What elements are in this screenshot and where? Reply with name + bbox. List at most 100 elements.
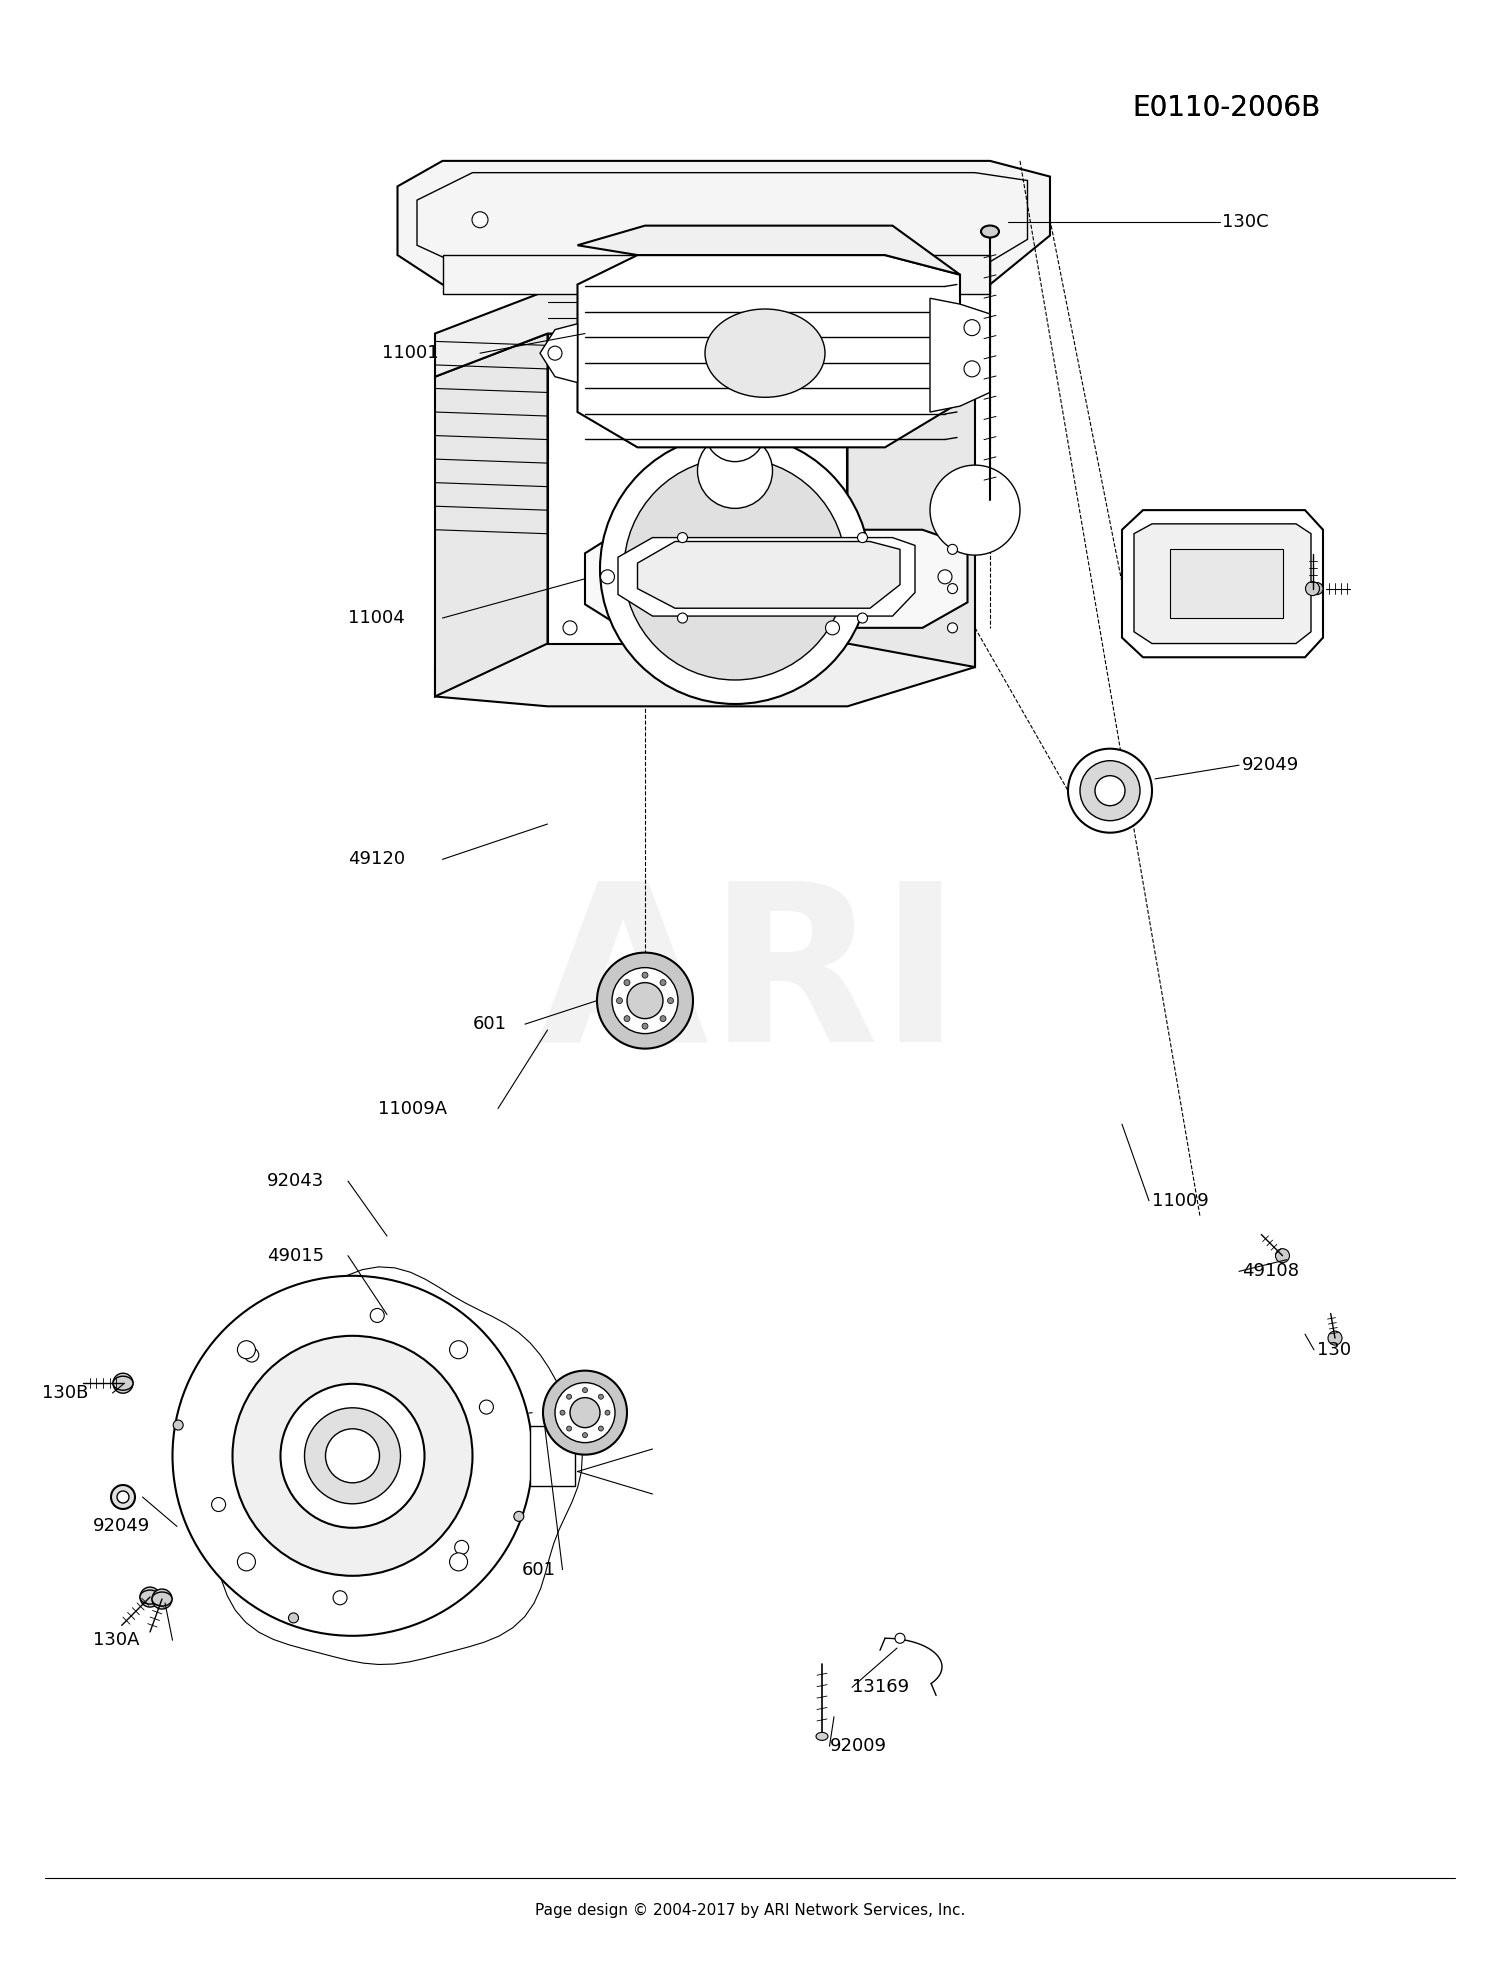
Circle shape xyxy=(304,1409,400,1503)
Circle shape xyxy=(570,1397,600,1428)
Circle shape xyxy=(598,1426,603,1430)
Polygon shape xyxy=(1134,524,1311,644)
Circle shape xyxy=(660,979,666,985)
Circle shape xyxy=(450,1340,468,1360)
Circle shape xyxy=(1328,1330,1342,1346)
Circle shape xyxy=(172,1420,183,1430)
Polygon shape xyxy=(930,298,990,412)
Circle shape xyxy=(480,1401,494,1415)
Circle shape xyxy=(582,1432,588,1438)
Text: 601: 601 xyxy=(522,1560,556,1579)
Circle shape xyxy=(825,620,840,636)
Circle shape xyxy=(152,1589,172,1609)
Circle shape xyxy=(948,583,957,594)
Text: 11001: 11001 xyxy=(382,343,439,363)
Polygon shape xyxy=(578,226,960,275)
Text: 130C: 130C xyxy=(1222,212,1269,232)
Ellipse shape xyxy=(981,226,999,237)
Circle shape xyxy=(280,1383,424,1528)
Circle shape xyxy=(514,1511,523,1521)
Circle shape xyxy=(627,983,663,1018)
Circle shape xyxy=(567,1395,572,1399)
Text: 130: 130 xyxy=(1317,1340,1352,1360)
Circle shape xyxy=(237,1552,255,1572)
Circle shape xyxy=(858,612,867,624)
Circle shape xyxy=(117,1491,129,1503)
Polygon shape xyxy=(530,1426,574,1485)
Circle shape xyxy=(705,402,765,461)
Circle shape xyxy=(211,1497,225,1511)
Text: ARI: ARI xyxy=(537,873,963,1089)
Circle shape xyxy=(112,1373,134,1393)
Polygon shape xyxy=(435,334,548,697)
Circle shape xyxy=(140,1587,160,1607)
Circle shape xyxy=(548,345,562,361)
Text: 11004: 11004 xyxy=(348,608,405,628)
Polygon shape xyxy=(548,334,848,644)
Circle shape xyxy=(858,532,867,543)
Polygon shape xyxy=(638,542,900,608)
Polygon shape xyxy=(540,324,578,383)
Text: E0110-2006B: E0110-2006B xyxy=(1132,94,1320,122)
Text: 13169: 13169 xyxy=(852,1678,909,1697)
Polygon shape xyxy=(847,334,975,667)
Circle shape xyxy=(472,212,488,228)
Circle shape xyxy=(616,997,622,1005)
Circle shape xyxy=(624,457,846,681)
Circle shape xyxy=(555,1383,615,1442)
Circle shape xyxy=(1095,775,1125,806)
Circle shape xyxy=(237,1340,255,1360)
Circle shape xyxy=(948,622,957,634)
Circle shape xyxy=(678,612,687,624)
Text: 11009: 11009 xyxy=(1152,1191,1209,1211)
Circle shape xyxy=(1080,761,1140,820)
Circle shape xyxy=(624,979,630,985)
Text: E0110-2006B: E0110-2006B xyxy=(1132,94,1320,122)
Text: Page design © 2004-2017 by ARI Network Services, Inc.: Page design © 2004-2017 by ARI Network S… xyxy=(536,1903,964,1919)
Text: 49120: 49120 xyxy=(348,850,405,869)
Circle shape xyxy=(600,434,870,704)
Circle shape xyxy=(454,1540,468,1554)
Circle shape xyxy=(326,1428,380,1483)
Circle shape xyxy=(938,569,952,585)
Circle shape xyxy=(600,569,615,585)
Circle shape xyxy=(543,1371,627,1454)
Circle shape xyxy=(1311,583,1323,594)
Circle shape xyxy=(560,1411,566,1415)
Circle shape xyxy=(450,1552,468,1572)
Text: 92049: 92049 xyxy=(93,1517,150,1536)
Circle shape xyxy=(598,1395,603,1399)
Polygon shape xyxy=(442,255,990,294)
Text: 49108: 49108 xyxy=(1242,1262,1299,1281)
Polygon shape xyxy=(1122,510,1323,657)
Circle shape xyxy=(604,1411,610,1415)
Circle shape xyxy=(1275,1248,1290,1264)
Text: 130B: 130B xyxy=(42,1383,88,1403)
Circle shape xyxy=(562,620,578,636)
Circle shape xyxy=(111,1485,135,1509)
Polygon shape xyxy=(435,628,975,706)
Text: 601: 601 xyxy=(472,1014,507,1034)
Text: 130A: 130A xyxy=(93,1630,140,1650)
Circle shape xyxy=(244,1348,258,1362)
Circle shape xyxy=(288,1613,298,1623)
Circle shape xyxy=(624,1016,630,1022)
Circle shape xyxy=(698,434,772,508)
Circle shape xyxy=(642,971,648,979)
Polygon shape xyxy=(1170,549,1282,618)
Text: 92043: 92043 xyxy=(267,1171,324,1191)
Circle shape xyxy=(232,1336,472,1575)
Text: 92049: 92049 xyxy=(1242,755,1299,775)
Circle shape xyxy=(642,1022,648,1030)
Circle shape xyxy=(370,1309,384,1322)
Circle shape xyxy=(896,1632,904,1644)
Ellipse shape xyxy=(816,1732,828,1740)
Text: 92009: 92009 xyxy=(830,1736,886,1756)
Circle shape xyxy=(930,465,1020,555)
Ellipse shape xyxy=(152,1591,172,1607)
Circle shape xyxy=(333,1591,346,1605)
Circle shape xyxy=(172,1275,532,1636)
Circle shape xyxy=(612,967,678,1034)
Circle shape xyxy=(582,1387,588,1393)
Circle shape xyxy=(668,997,674,1005)
